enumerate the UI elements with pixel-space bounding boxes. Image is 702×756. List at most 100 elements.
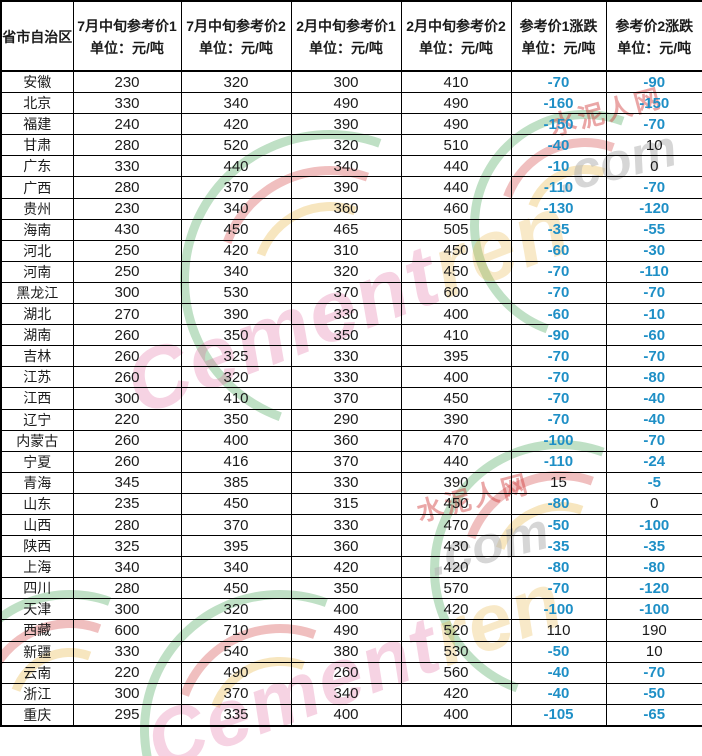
value-cell: 260 [72, 450, 182, 473]
value-cell: -70 [510, 366, 607, 389]
value-cell: -90 [510, 324, 607, 347]
value-cell: 410 [400, 324, 512, 347]
column-header: 2月中旬参考价1 单位：元/吨 [290, 0, 402, 72]
region-cell: 陕西 [0, 535, 74, 558]
value-cell: 390 [400, 471, 512, 494]
value-cell: 340 [180, 260, 292, 283]
region-cell: 贵州 [0, 197, 74, 220]
value-cell: 340 [290, 155, 402, 178]
table-body: 安徽 230 320 300 410 -70 -90 北京 330 340 490 490 -160 -1… [0, 70, 702, 727]
table-row: 上海 340 340 420 420 -80 -80 [0, 556, 702, 579]
value-cell: 510 [400, 134, 512, 157]
value-cell: -90 [605, 70, 702, 94]
value-cell: 350 [290, 577, 402, 600]
value-cell: 330 [72, 640, 182, 663]
value-cell: 330 [290, 471, 402, 494]
region-cell: 湖南 [0, 324, 74, 347]
value-cell: -120 [605, 197, 702, 220]
region-cell: 福建 [0, 113, 74, 136]
value-cell: 15 [510, 471, 607, 494]
value-cell: 440 [400, 155, 512, 178]
value-cell: 280 [72, 176, 182, 199]
value-cell: 300 [72, 598, 182, 621]
value-cell: 250 [72, 239, 182, 262]
value-cell: -80 [605, 556, 702, 579]
table-row: 陕西 325 395 360 430 -35 -35 [0, 535, 702, 558]
table-row: 江苏 260 320 330 400 -70 -80 [0, 366, 702, 389]
value-cell: -100 [605, 513, 702, 537]
value-cell: 450 [400, 492, 512, 515]
value-cell: 10 [605, 640, 702, 663]
value-cell: 350 [290, 324, 402, 347]
table-row: 黑龙江 300 530 370 600 -70 -70 [0, 281, 702, 305]
value-cell: 350 [180, 324, 292, 347]
column-header: 省市自治区 [0, 0, 74, 72]
table-row: 广东 330 440 340 440 -10 0 [0, 155, 702, 178]
value-cell: 390 [180, 303, 292, 326]
column-header: 7月中旬参考价1 单位：元/吨 [72, 0, 182, 72]
value-cell: 430 [72, 218, 182, 241]
value-cell: -70 [510, 70, 607, 94]
value-cell: 325 [72, 535, 182, 558]
value-cell: 530 [400, 640, 512, 663]
value-cell: -150 [510, 113, 607, 136]
value-cell: -40 [510, 134, 607, 157]
value-cell: -70 [510, 387, 607, 410]
value-cell: -50 [510, 640, 607, 663]
value-cell: 340 [72, 556, 182, 579]
value-cell: 240 [72, 113, 182, 136]
value-cell: 370 [290, 281, 402, 305]
table-row: 新疆 330 540 380 530 -50 10 [0, 640, 702, 663]
value-cell: 320 [180, 598, 292, 621]
value-cell: -35 [605, 535, 702, 558]
value-cell: 360 [290, 535, 402, 558]
value-cell: 465 [290, 218, 402, 241]
value-cell: 325 [180, 345, 292, 368]
value-cell: 400 [290, 703, 402, 727]
table-row: 浙江 300 370 340 420 -40 -50 [0, 682, 702, 705]
value-cell: 320 [290, 260, 402, 283]
value-cell: -80 [510, 492, 607, 515]
region-cell: 山西 [0, 513, 74, 537]
table-row: 内蒙古 260 400 360 470 -100 -70 [0, 429, 702, 452]
value-cell: 300 [72, 682, 182, 705]
value-cell: 10 [605, 134, 702, 157]
value-cell: 0 [605, 155, 702, 178]
value-cell: 420 [400, 682, 512, 705]
value-cell: 540 [180, 640, 292, 663]
value-cell: -70 [510, 260, 607, 283]
value-cell: -60 [510, 303, 607, 326]
value-cell: 400 [400, 703, 512, 727]
value-cell: 280 [72, 577, 182, 600]
value-cell: 410 [400, 70, 512, 94]
table-row: 北京 330 340 490 490 -160 -150 [0, 92, 702, 115]
value-cell: 300 [72, 281, 182, 305]
value-cell: 300 [72, 387, 182, 410]
value-cell: 295 [72, 703, 182, 727]
region-cell: 四川 [0, 577, 74, 600]
value-cell: 315 [290, 492, 402, 515]
value-cell: 370 [180, 513, 292, 537]
region-cell: 河北 [0, 239, 74, 262]
table-row: 宁夏 260 416 370 440 -110 -24 [0, 450, 702, 473]
value-cell: 320 [290, 134, 402, 157]
value-cell: -110 [510, 176, 607, 199]
value-cell: -70 [605, 345, 702, 368]
value-cell: -10 [605, 303, 702, 326]
value-cell: 385 [180, 471, 292, 494]
value-cell: 235 [72, 492, 182, 515]
value-cell: 340 [180, 92, 292, 115]
value-cell: -35 [510, 218, 607, 241]
value-cell: -30 [605, 239, 702, 262]
table-row: 山东 235 450 315 450 -80 0 [0, 492, 702, 515]
value-cell: 220 [72, 408, 182, 431]
value-cell: -80 [510, 556, 607, 579]
value-cell: 370 [180, 176, 292, 199]
value-cell: 330 [290, 366, 402, 389]
region-cell: 云南 [0, 661, 74, 684]
value-cell: 520 [400, 619, 512, 642]
value-cell: 416 [180, 450, 292, 473]
value-cell: 490 [180, 661, 292, 684]
table-row: 湖南 260 350 350 410 -90 -60 [0, 324, 702, 347]
